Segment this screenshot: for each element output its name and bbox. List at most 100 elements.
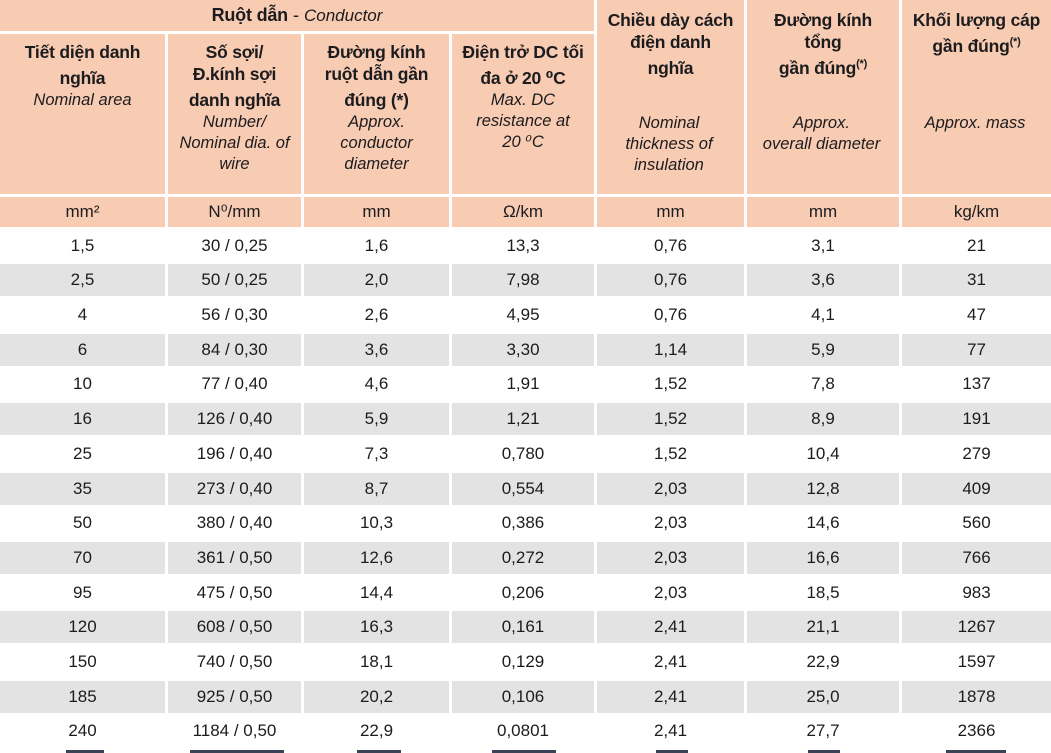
- table-cell: 31: [902, 264, 1051, 297]
- table-cell: 1267: [902, 611, 1051, 644]
- table-cell: 14,6: [747, 507, 902, 540]
- table-cell: 14,4: [304, 576, 452, 609]
- table-cell: 13,3: [452, 229, 597, 262]
- table-cell: 4: [0, 299, 168, 332]
- column-header-en: Approx. conductor diameter: [340, 112, 413, 173]
- table-cell: 185: [0, 680, 168, 713]
- table-cell: 35: [0, 472, 168, 505]
- column-header-conductor-diameter: Đường kính ruột dẫn gần đúng (*) Approx.…: [304, 34, 452, 194]
- table-cell: 77: [902, 333, 1051, 366]
- table-row: 95 475 / 0,50 14,4 0,206 2,03 18,5 983: [0, 576, 1051, 609]
- table-cell: 1184 / 0,50: [168, 715, 304, 748]
- table-cell: 7,8: [747, 368, 902, 401]
- column-header-insulation-thickness: Chiều dày cách điện danh nghĩa Nominal t…: [597, 0, 747, 194]
- table-cell: 70: [0, 541, 168, 574]
- table-row: 25 196 / 0,40 7,3 0,780 1,52 10,4 279: [0, 437, 1051, 470]
- table-cell: 5,9: [304, 403, 452, 436]
- column-header-overall-diameter: Đường kính tổng gần đúng(*) Approx. over…: [747, 0, 902, 194]
- table-cell: 0,76: [597, 299, 747, 332]
- table-cell: 6: [0, 333, 168, 366]
- table-cell: 10,4: [747, 437, 902, 470]
- table-cell: 126 / 0,40: [168, 403, 304, 436]
- table-cell: 2,41: [597, 645, 747, 678]
- cutoff-next-row: [0, 750, 1051, 753]
- group-header-en: Conductor: [303, 5, 383, 25]
- table-row: 185 925 / 0,50 20,2 0,106 2,41 25,0 1878: [0, 680, 1051, 713]
- unit-cell: Ω/km: [452, 197, 597, 227]
- table-cell: 1,21: [452, 403, 597, 436]
- table-cell: 1,52: [597, 403, 747, 436]
- table-cell: 409: [902, 472, 1051, 505]
- group-header-separator: -: [292, 5, 299, 25]
- column-header-approx-mass: Khối lượng cáp gần đúng(*) Approx. mass: [902, 0, 1051, 194]
- table-cell: 560: [902, 507, 1051, 540]
- table-cell: 740 / 0,50: [168, 645, 304, 678]
- table-row: 50 380 / 0,40 10,3 0,386 2,03 14,6 560: [0, 507, 1051, 540]
- table-cell: 30 / 0,25: [168, 229, 304, 262]
- column-header-nominal-area: Tiết diện danh nghĩa Nominal area: [0, 34, 168, 194]
- table-cell: 361 / 0,50: [168, 541, 304, 574]
- column-header-sup: (*): [856, 58, 868, 70]
- table-cell: 150: [0, 645, 168, 678]
- table-header: Ruột dẫn - Conductor Tiết diện danh nghĩ…: [0, 0, 1051, 194]
- table-cell: 0,129: [452, 645, 597, 678]
- table-cell: 50: [0, 507, 168, 540]
- unit-cell: N⁰/mm: [168, 197, 304, 227]
- table-cell: 2,41: [597, 715, 747, 748]
- table-cell: 3,1: [747, 229, 902, 262]
- table-cell: 1597: [902, 645, 1051, 678]
- table-cell: 50 / 0,25: [168, 264, 304, 297]
- table-cell: 120: [0, 611, 168, 644]
- table-cell: 3,6: [747, 264, 902, 297]
- table-cell: 20,2: [304, 680, 452, 713]
- table-cell: 3,6: [304, 333, 452, 366]
- table-cell: 0,780: [452, 437, 597, 470]
- table-cell: 21,1: [747, 611, 902, 644]
- table-cell: 0,76: [597, 229, 747, 262]
- table-row: 35 273 / 0,40 8,7 0,554 2,03 12,8 409: [0, 472, 1051, 505]
- column-header-vi: Chiều dày cách điện danh nghĩa: [607, 10, 734, 78]
- group-header-vi: Ruột dẫn: [211, 5, 289, 25]
- table-cell: 8,9: [747, 403, 902, 436]
- table-cell: 380 / 0,40: [168, 507, 304, 540]
- table-cell: 983: [902, 576, 1051, 609]
- unit-cell: mm: [747, 197, 902, 227]
- table-cell: 2,03: [597, 472, 747, 505]
- table-cell: 3,30: [452, 333, 597, 366]
- column-header-en: Number/ Nominal dia. of wire: [179, 112, 290, 173]
- table-cell: 2,03: [597, 541, 747, 574]
- table-cell: 191: [902, 403, 1051, 436]
- table-row: 10 77 / 0,40 4,6 1,91 1,52 7,8 137: [0, 368, 1051, 401]
- table-cell: 16: [0, 403, 168, 436]
- table-cell: 8,7: [304, 472, 452, 505]
- table-cell: 0,0801: [452, 715, 597, 748]
- table-cell: 18,1: [304, 645, 452, 678]
- table-cell: 10,3: [304, 507, 452, 540]
- table-cell: 0,106: [452, 680, 597, 713]
- column-header-en: Approx. mass: [924, 114, 1026, 132]
- table-row: 1,5 30 / 0,25 1,6 13,3 0,76 3,1 21: [0, 229, 1051, 262]
- unit-cell: kg/km: [902, 197, 1051, 227]
- table-cell: 7,98: [452, 264, 597, 297]
- table-cell: 56 / 0,30: [168, 299, 304, 332]
- column-header-vi: Điện trở DC tối đa ở 20 ⁰C: [462, 42, 584, 88]
- cutoff-glyph-mark: [492, 750, 556, 753]
- table-cell: 608 / 0,50: [168, 611, 304, 644]
- table-cell: 12,8: [747, 472, 902, 505]
- column-header-en: Nominal area: [33, 90, 132, 109]
- table-cell: 84 / 0,30: [168, 333, 304, 366]
- table-cell: 475 / 0,50: [168, 576, 304, 609]
- table-cell: 0,386: [452, 507, 597, 540]
- table-row: 240 1184 / 0,50 22,9 0,0801 2,41 27,7 2366: [0, 715, 1051, 748]
- table-row: 70 361 / 0,50 12,6 0,272 2,03 16,6 766: [0, 541, 1051, 574]
- table-row: 150 740 / 0,50 18,1 0,129 2,41 22,9 1597: [0, 645, 1051, 678]
- units-row: mm² N⁰/mm mm Ω/km mm mm kg/km: [0, 197, 1051, 227]
- table-cell: 1,52: [597, 437, 747, 470]
- table-cell: 2366: [902, 715, 1051, 748]
- table-cell: 7,3: [304, 437, 452, 470]
- column-header-en: Nominal thickness of insulation: [625, 114, 713, 174]
- table-cell: 2,41: [597, 611, 747, 644]
- table-cell: 18,5: [747, 576, 902, 609]
- cutoff-glyph-mark: [66, 750, 104, 753]
